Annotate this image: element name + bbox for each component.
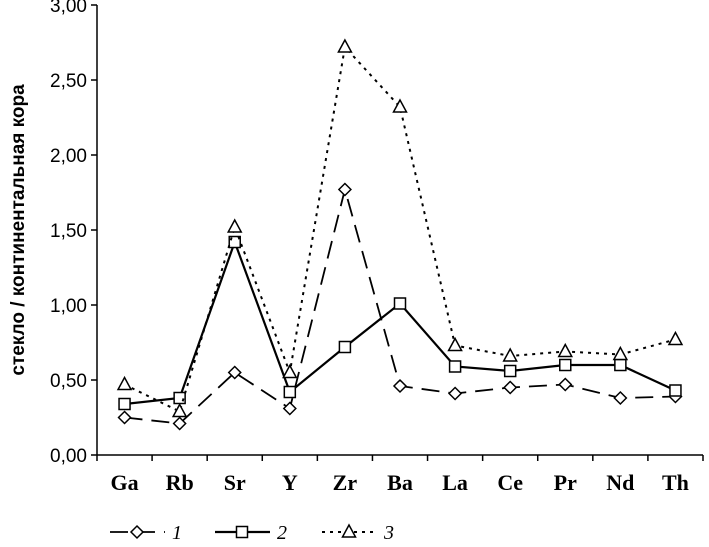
series-3-point [502,347,518,362]
series-2-point [669,384,682,397]
y-tick-label: 0,50 [50,371,87,392]
series-3-point [612,345,629,361]
series-1-point [282,401,297,416]
series-2-point [448,360,462,373]
series-2-point [393,297,407,310]
x-tick-label: Rb [166,470,194,495]
series-2-point [228,235,241,249]
series-1-point [172,416,187,431]
series-3-point [337,38,353,53]
series-2-point [173,391,186,405]
series-1-point [337,182,352,197]
series-1-point [392,378,408,394]
series-3-point [171,402,188,418]
x-tick-label: La [442,470,468,495]
series-2-point [338,340,352,354]
legend-marker-1 [129,524,145,540]
legend-marker-2 [235,525,249,539]
x-tick-label: Zr [333,470,358,495]
y-tick-label: 1,50 [50,221,87,242]
x-tick-label: Ce [497,470,523,495]
series-3-point [116,375,133,391]
series-2-point [559,358,572,372]
x-tick-label: Pr [554,470,577,495]
series-1-point [227,365,242,380]
y-tick-label: 1,00 [50,296,87,317]
y-tick-label: 2,50 [50,71,87,92]
legend: 1 2 3 [110,522,394,544]
series-1-point [613,390,628,406]
x-tick-label: Sr [224,470,246,495]
series-3-point [392,98,408,113]
series-1-point [558,377,573,392]
legend-label-2: 2 [277,522,287,544]
legend-marker-3 [341,523,357,538]
y-tick-label: 2,00 [50,146,87,167]
series-2-point [283,385,297,399]
plot-area: 0,00 0,50 1,00 1,50 2,00 2,50 3,00 Ga Rb Sr Y Zr Ba L… [50,0,704,495]
y-tick-label: 0,00 [50,446,87,467]
series-3-point [282,363,298,379]
legend-label-3: 3 [383,522,394,544]
x-tick-label: Y [282,470,298,495]
series-3-point [667,330,684,346]
series-2-point [614,358,627,372]
legend-label-1: 1 [172,522,182,544]
y-tick-label: 3,00 [50,0,87,17]
x-tick-label: Ga [110,470,138,495]
y-axis-label: стекло / континентальная кора [8,84,29,376]
x-tick-label: Ba [387,470,413,495]
series-2-point [503,364,517,378]
series-2-point [118,397,131,411]
series-3-point [447,336,463,352]
series-3-point [557,342,574,358]
series-1-point [448,386,463,401]
series-1-point [117,410,132,425]
x-tick-label: Th [662,470,689,495]
series-1-point [503,380,518,395]
series-3-point [226,218,243,233]
x-tick-label: Nd [606,470,634,495]
